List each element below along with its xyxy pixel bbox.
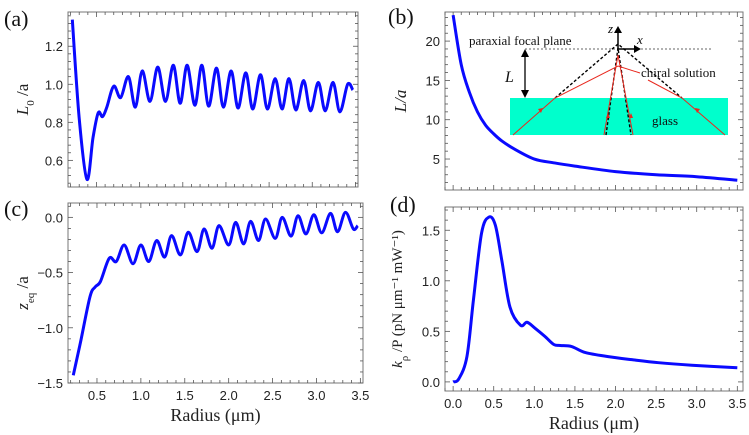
chiral-solution-label: chiral solution xyxy=(641,65,716,80)
y-tick-label: 0.0 xyxy=(422,375,440,390)
y-label-sub: ρ xyxy=(399,355,411,361)
panel-label: (b) xyxy=(388,4,414,29)
y-tick-label: 0.6 xyxy=(45,153,63,168)
x-tick-label: 0.0 xyxy=(444,396,462,411)
y-label-rest: /a xyxy=(13,83,32,100)
data-curve-a xyxy=(70,19,355,181)
y-tick-label: 5 xyxy=(433,152,440,167)
x-tick-label: 2.0 xyxy=(606,396,624,411)
panel-label: (d) xyxy=(390,192,416,217)
plot-frame xyxy=(67,202,364,384)
y-axis-label: zeq /a xyxy=(13,276,37,311)
glass-label: glass xyxy=(652,113,678,128)
panel-b: 5 10 15 20 L/a (b) xyxy=(388,4,744,191)
y-tick-label: 15 xyxy=(426,73,440,88)
x-tick-label: 3.0 xyxy=(307,388,325,403)
x-tick-label: 0.5 xyxy=(88,388,106,403)
focal-plane-label: paraxial focal plane xyxy=(469,33,572,48)
x-tick-label: 1.5 xyxy=(566,396,584,411)
x-tick-label: 1.5 xyxy=(176,388,194,403)
plot-frame xyxy=(444,206,744,392)
y-label-main: L/a xyxy=(391,90,410,114)
data-curve-b xyxy=(451,14,738,182)
y-tick-label: 0.8 xyxy=(45,115,63,130)
y-axis-label: L0 /a xyxy=(13,83,37,116)
data-curve-d xyxy=(452,215,738,384)
y-tick-label: 0.5 xyxy=(422,324,440,339)
panel-c: −1.5 −1.0 −0.5 0.0 0.5 1.0 1.5 2.0 2.5 3.0 3.5 Radi… xyxy=(4,196,369,426)
y-axis-label: L/a xyxy=(391,90,410,114)
y-label-sub: 0 xyxy=(25,100,37,106)
x-tick-label: 2.5 xyxy=(264,388,282,403)
x-tick-label: 1.0 xyxy=(525,396,543,411)
data-curve-c xyxy=(71,210,359,376)
x-axis-label: Radius (μm) xyxy=(549,413,639,434)
x-axis-label: x xyxy=(636,32,643,47)
y-label-main: k xyxy=(390,361,406,368)
panel-d: 0.0 0.5 1.0 1.5 0.0 0.5 1.0 1.5 2.0 2.5 3.0 3.5 Radi… xyxy=(390,192,746,434)
y-tick-label: −1.0 xyxy=(37,321,63,336)
y-tick-label: 1.5 xyxy=(422,223,440,238)
x-tick-label: 0.5 xyxy=(485,396,503,411)
ray-arrow-markers xyxy=(538,108,700,118)
y-tick-label: 20 xyxy=(426,34,440,49)
y-label-rest: /a xyxy=(13,276,32,293)
panel-a: 0.6 0.8 1.0 1.2 L0 /a (a) xyxy=(4,6,359,188)
y-tick-label: 1.0 xyxy=(422,274,440,289)
inset-diagram: paraxial focal plane L z x chiral soluti… xyxy=(469,21,728,136)
panel-label: (c) xyxy=(4,196,28,221)
y-axis-label: kρ /P (pN μm⁻¹ mW⁻¹) xyxy=(390,230,411,368)
x-tick-label: 1.0 xyxy=(132,388,150,403)
y-tick-label: 10 xyxy=(426,113,440,128)
y-label-rest: /P (pN μm⁻¹ mW⁻¹) xyxy=(390,230,406,356)
y-label-sub: eq xyxy=(25,292,37,303)
x-tick-label: 2.5 xyxy=(647,396,665,411)
panel-label: (a) xyxy=(4,6,28,31)
y-tick-label: 0.0 xyxy=(45,210,63,225)
z-axis-label: z xyxy=(607,21,613,36)
y-tick-label: −0.5 xyxy=(37,266,63,281)
distance-label: L xyxy=(504,69,514,86)
x-tick-label: 3.5 xyxy=(351,388,369,403)
x-tick-label: 3.0 xyxy=(688,396,706,411)
red-rays xyxy=(512,54,726,136)
y-tick-label: 1.2 xyxy=(45,39,63,54)
axis-arrowheads-icon xyxy=(614,26,641,53)
x-axis-label: Radius (μm) xyxy=(170,405,260,426)
y-tick-label: 1.0 xyxy=(45,77,63,92)
y-label-main: L xyxy=(13,106,32,116)
y-tick-label: −1.5 xyxy=(37,376,63,391)
glass-slab xyxy=(510,98,728,135)
plot-frame xyxy=(444,11,744,191)
x-tick-label: 3.5 xyxy=(728,396,746,411)
x-tick-label: 2.0 xyxy=(220,388,238,403)
y-label-main: z xyxy=(13,303,32,311)
